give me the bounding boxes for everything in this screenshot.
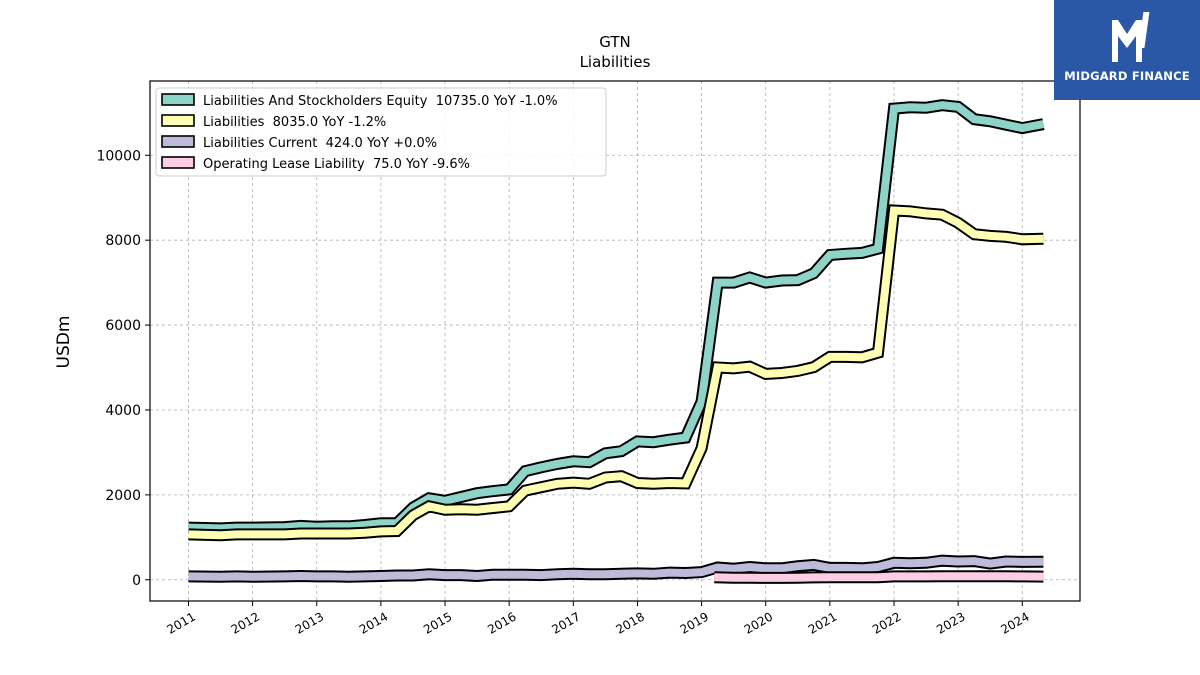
- legend-label-3: Operating Lease Liability 75.0 YoY -9.6%: [203, 157, 470, 172]
- x-tick-label: 2024: [998, 609, 1031, 636]
- legend-swatch-0: [161, 93, 195, 106]
- legend-swatch-1: [161, 114, 195, 127]
- y-axis: 0 2000 4000 6000 8000 10000: [96, 148, 150, 589]
- series-line-3: [714, 572, 1044, 582]
- legend-label-0: Liabilities And Stockholders Equity 1073…: [203, 94, 558, 109]
- legend-box: [155, 87, 607, 177]
- y-tick-label: 10000: [96, 148, 141, 164]
- x-tick-label: 2021: [806, 609, 839, 636]
- x-tick-label: 2019: [678, 609, 711, 636]
- x-tick-label: 2017: [549, 609, 582, 636]
- y-tick-label: 2000: [105, 488, 141, 504]
- x-tick-label: 2011: [165, 609, 198, 636]
- x-tick-label: 2018: [613, 609, 646, 636]
- series-line-1: [188, 206, 1044, 540]
- x-tick-label: 2014: [357, 609, 390, 636]
- plot-area-frame: [149, 80, 1081, 602]
- chart-title: GTN: [599, 33, 630, 51]
- x-tick-label: 2020: [742, 609, 775, 636]
- y-tick-label: 6000: [105, 318, 141, 334]
- x-tick-label: 2013: [293, 609, 326, 636]
- series-line-2: [188, 556, 1044, 581]
- legend-label-1: Liabilities 8035.0 YoY -1.2%: [203, 115, 386, 130]
- legend-label-2: Liabilities Current 424.0 YoY +0.0%: [203, 136, 437, 151]
- x-tick-label: 2022: [870, 609, 903, 636]
- legend-swatch-3: [161, 156, 195, 169]
- x-tick-label: 2016: [485, 609, 518, 636]
- x-tick-label: 2015: [421, 609, 454, 636]
- x-tick-label: 2023: [934, 609, 967, 636]
- logo-text: MIDGARD FINANCE: [1064, 69, 1190, 83]
- y-tick-label: 8000: [105, 233, 141, 249]
- legend-swatch-2: [161, 135, 195, 148]
- series-line-0: [188, 101, 1045, 533]
- series-outline-1: [188, 204, 1044, 542]
- legend: Liabilities And Stockholders Equity 1073…: [155, 87, 607, 177]
- y-axis-label: USDm: [54, 316, 74, 369]
- y-tick-label: 4000: [105, 403, 141, 419]
- x-tick-label: 2012: [229, 609, 262, 636]
- chart-subtitle: Liabilities: [580, 53, 651, 71]
- midgard-logo-icon: [1112, 12, 1150, 62]
- y-tick-label: 0: [132, 573, 141, 589]
- midgard-finance-logo: MIDGARD FINANCE: [1054, 0, 1200, 100]
- x-axis: 2011 2012 2013 2014 2015 2016 2017 2018 2019 2020…: [165, 601, 1032, 637]
- series-lines: [188, 99, 1045, 584]
